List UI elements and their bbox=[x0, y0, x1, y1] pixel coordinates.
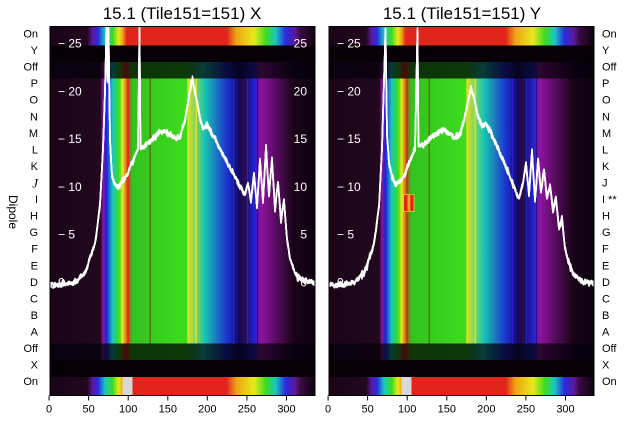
svg-text:150: 150 bbox=[159, 404, 177, 416]
svg-text:− 20: − 20 bbox=[58, 84, 82, 98]
svg-text:15.1 (Tile151=151) Y: 15.1 (Tile151=151) Y bbox=[383, 4, 541, 23]
svg-text:O: O bbox=[29, 95, 38, 107]
svg-text:N: N bbox=[602, 111, 610, 123]
svg-text:M: M bbox=[602, 128, 611, 140]
svg-text:On: On bbox=[602, 376, 617, 388]
svg-text:E: E bbox=[31, 260, 38, 272]
svg-text:On: On bbox=[23, 29, 38, 41]
svg-text:G: G bbox=[602, 227, 611, 239]
svg-text:C: C bbox=[602, 293, 610, 305]
svg-text:100: 100 bbox=[119, 404, 137, 416]
svg-text:K: K bbox=[602, 161, 610, 173]
svg-text:F: F bbox=[31, 244, 38, 256]
svg-text:300: 300 bbox=[556, 404, 574, 416]
svg-text:D: D bbox=[602, 277, 610, 289]
svg-text:Y: Y bbox=[602, 45, 610, 57]
svg-text:50: 50 bbox=[361, 404, 373, 416]
svg-text:0: 0 bbox=[325, 404, 331, 416]
svg-text:− 10: − 10 bbox=[337, 180, 361, 194]
svg-text:− 5: − 5 bbox=[58, 228, 75, 242]
svg-text:A: A bbox=[31, 327, 39, 339]
svg-text:K: K bbox=[31, 161, 39, 173]
svg-text:B: B bbox=[602, 310, 609, 322]
svg-text:300: 300 bbox=[277, 404, 295, 416]
svg-text:100: 100 bbox=[398, 404, 416, 416]
svg-text:Y: Y bbox=[31, 45, 39, 57]
svg-text:25: 25 bbox=[294, 37, 308, 51]
svg-text:I **: I ** bbox=[602, 194, 617, 206]
svg-text:N: N bbox=[30, 111, 38, 123]
svg-text:C: C bbox=[30, 293, 38, 305]
svg-text:250: 250 bbox=[238, 404, 256, 416]
svg-text:A: A bbox=[602, 327, 610, 339]
svg-text:Off: Off bbox=[602, 62, 617, 74]
svg-text:− 15: − 15 bbox=[58, 132, 82, 146]
svg-text:I: I bbox=[35, 194, 38, 206]
svg-text:0: 0 bbox=[58, 276, 65, 290]
svg-text:− 5: − 5 bbox=[337, 228, 354, 242]
svg-text:150: 150 bbox=[438, 404, 456, 416]
svg-text:On: On bbox=[602, 29, 617, 41]
svg-text:Off: Off bbox=[602, 343, 617, 355]
svg-text:200: 200 bbox=[477, 404, 495, 416]
svg-text:− 20: − 20 bbox=[337, 84, 361, 98]
svg-text:P: P bbox=[31, 78, 38, 90]
svg-text:J: J bbox=[602, 178, 608, 190]
svg-text:E: E bbox=[602, 260, 609, 272]
svg-text:− 25: − 25 bbox=[58, 37, 82, 51]
svg-text:Dipole: Dipole bbox=[6, 195, 20, 229]
svg-text:0: 0 bbox=[337, 276, 344, 290]
svg-text:L: L bbox=[602, 144, 608, 156]
svg-text:− 15: − 15 bbox=[337, 132, 361, 146]
svg-text:− 10: − 10 bbox=[58, 180, 82, 194]
svg-text:10: 10 bbox=[294, 180, 308, 194]
svg-text:G: G bbox=[29, 227, 38, 239]
svg-text:M: M bbox=[29, 128, 38, 140]
svg-text:5: 5 bbox=[300, 228, 307, 242]
svg-text:B: B bbox=[31, 310, 38, 322]
svg-text:P: P bbox=[602, 78, 609, 90]
svg-text:0: 0 bbox=[300, 276, 307, 290]
svg-text:On: On bbox=[23, 376, 38, 388]
svg-text:50: 50 bbox=[82, 404, 94, 416]
svg-text:200: 200 bbox=[198, 404, 216, 416]
svg-text:Off: Off bbox=[24, 343, 39, 355]
svg-text:15: 15 bbox=[294, 132, 308, 146]
svg-text:0: 0 bbox=[46, 404, 52, 416]
svg-text:L: L bbox=[32, 144, 38, 156]
svg-text:X: X bbox=[602, 360, 610, 372]
svg-text:X: X bbox=[31, 360, 39, 372]
svg-text:O: O bbox=[602, 95, 611, 107]
svg-text:Off: Off bbox=[24, 62, 39, 74]
svg-text:− 25: − 25 bbox=[337, 37, 361, 51]
svg-text:D: D bbox=[30, 277, 38, 289]
svg-text:250: 250 bbox=[517, 404, 535, 416]
svg-text:H: H bbox=[30, 211, 38, 223]
svg-text:20: 20 bbox=[294, 84, 308, 98]
svg-text:F: F bbox=[602, 244, 609, 256]
svg-text:15.1 (Tile151=151) X: 15.1 (Tile151=151) X bbox=[103, 4, 262, 23]
svg-text:H: H bbox=[602, 211, 610, 223]
